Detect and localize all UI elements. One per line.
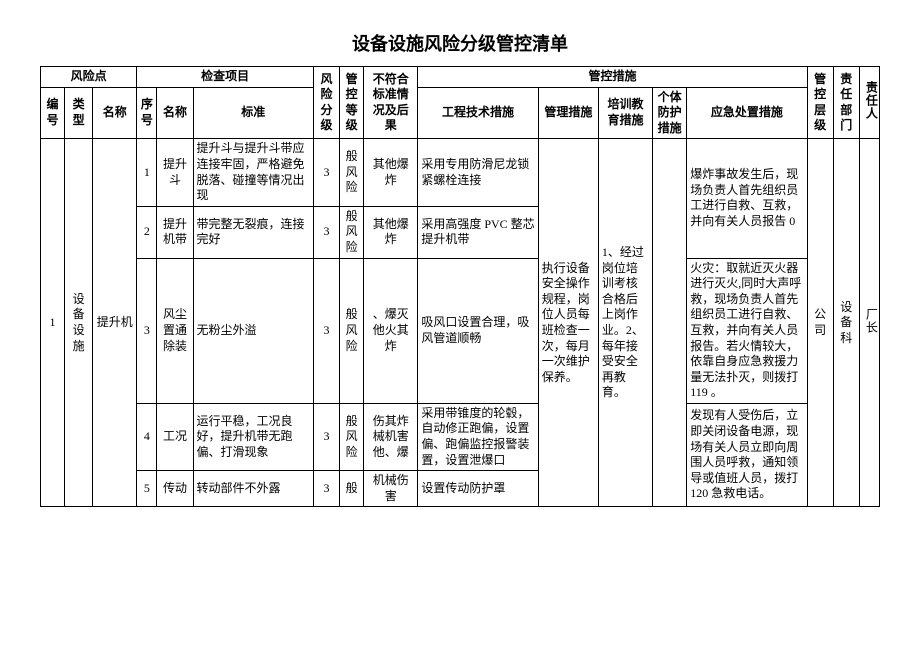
cell-emergency: 火灾：取就近灭火器进行灭火,同时大声呼救，现场负责人首先组织员工进行自救、互救，… <box>687 258 807 403</box>
cell-standard: 无粉尘外溢 <box>193 258 313 403</box>
cell-standard: 带完整无裂痕，连接完好 <box>193 206 313 258</box>
cell-nonconform: 伤其炸械机害他、爆 <box>364 403 418 470</box>
cell-control-layer: 公司 <box>807 139 833 507</box>
hdr-seq: 序号 <box>137 87 157 139</box>
cell-resp-dept: 设备科 <box>833 139 859 507</box>
cell-control-level: 般风险 <box>340 258 364 403</box>
cell-eng: 采用高强度 PVC 整芯提升机带 <box>418 206 538 258</box>
hdr-eng: 工程技术措施 <box>418 87 538 139</box>
cell-eng: 设置传动防护罩 <box>418 471 538 507</box>
cell-item-name: 风尘置通除装 <box>157 258 193 403</box>
hdr-ppe: 个体防护措施 <box>653 87 687 139</box>
cell-control-level: 般 <box>340 471 364 507</box>
hdr-standard: 标准 <box>193 87 313 139</box>
cell-control-level: 般风险 <box>340 403 364 470</box>
hdr-risk-point: 风险点 <box>41 67 137 88</box>
page-title: 设备设施风险分级管控清单 <box>40 30 880 56</box>
hdr-training: 培训教育措施 <box>598 87 652 139</box>
cell-emergency: 爆炸事故发生后，现场负责人首先组织员工进行自救、互救，并向有关人员报告 0 <box>687 139 807 258</box>
cell-nonconform: 机械伤害 <box>364 471 418 507</box>
cell-eng: 采用专用防滑尼龙锁紧螺栓连接 <box>418 139 538 206</box>
cell-risk-level: 3 <box>313 139 339 206</box>
cell-risk-level: 3 <box>313 471 339 507</box>
cell-type: 设备设施 <box>65 139 93 507</box>
cell-ppe <box>653 139 687 507</box>
hdr-type: 类型 <box>65 87 93 139</box>
table-row: 4 工况 运行平稳，工况良好，提升机带无跑偏、打滑现象 3 般风险 伤其炸械机害… <box>41 403 880 470</box>
hdr-nonconform: 不符合标准情况及后果 <box>364 67 418 139</box>
hdr-control-measures: 管控措施 <box>418 67 807 88</box>
hdr-emergency: 应急处置措施 <box>687 87 807 139</box>
hdr-item-name: 名称 <box>157 87 193 139</box>
cell-seq: 1 <box>137 139 157 206</box>
cell-risk-level: 3 <box>313 206 339 258</box>
hdr-no: 编号 <box>41 87 65 139</box>
table-body: 1 设备设施 提升机 1 提升斗 提升斗与提升斗带应连接牢固，严格避免脱落、碰撞… <box>41 139 880 507</box>
cell-item-name: 传动 <box>157 471 193 507</box>
cell-eng: 采用带锥度的轮毂，自动修正跑偏，设置偏、跑偏监控报警装置，设置泄爆口 <box>418 403 538 470</box>
cell-standard: 提升斗与提升斗带应连接牢固，严格避免脱落、碰撞等情况出现 <box>193 139 313 206</box>
cell-risk-level: 3 <box>313 403 339 470</box>
cell-name: 提升机 <box>93 139 137 507</box>
cell-training: 1、经过岗位培训考核合格后上岗作业。2、每年接受安全再教育。 <box>598 139 652 507</box>
cell-seq: 3 <box>137 258 157 403</box>
cell-control-level: 般风险 <box>340 206 364 258</box>
hdr-name: 名称 <box>93 87 137 139</box>
table-head: 风险点 检查项目 风险分级 管控等级 不符合标准情况及后果 管控措施 管控层级 … <box>41 67 880 139</box>
cell-standard: 转动部件不外露 <box>193 471 313 507</box>
hdr-mgmt: 管理措施 <box>538 87 598 139</box>
cell-mgmt: 执行设备安全操作规程，岗位人员每班检查一次，每月一次维护保养。 <box>538 139 598 507</box>
hdr-check-item: 检查项目 <box>137 67 314 88</box>
risk-table: 风险点 检查项目 风险分级 管控等级 不符合标准情况及后果 管控措施 管控层级 … <box>40 66 880 507</box>
table-row: 3 风尘置通除装 无粉尘外溢 3 般风险 、爆灭他火其炸 吸风口设置合理，吸风管… <box>41 258 880 403</box>
hdr-control-level: 管控等级 <box>340 67 364 139</box>
hdr-risk-level: 风险分级 <box>313 67 339 139</box>
cell-eng: 吸风口设置合理，吸风管道顺畅 <box>418 258 538 403</box>
cell-nonconform: 其他爆炸 <box>364 206 418 258</box>
cell-seq: 4 <box>137 403 157 470</box>
hdr-resp-dept: 责任部门 <box>833 67 859 139</box>
cell-item-name: 提升机带 <box>157 206 193 258</box>
cell-standard: 运行平稳，工况良好，提升机带无跑偏、打滑现象 <box>193 403 313 470</box>
cell-no: 1 <box>41 139 65 507</box>
cell-seq: 5 <box>137 471 157 507</box>
cell-risk-level: 3 <box>313 258 339 403</box>
cell-seq: 2 <box>137 206 157 258</box>
table-row: 1 设备设施 提升机 1 提升斗 提升斗与提升斗带应连接牢固，严格避免脱落、碰撞… <box>41 139 880 206</box>
cell-nonconform: 、爆灭他火其炸 <box>364 258 418 403</box>
hdr-control-layer: 管控层级 <box>807 67 833 139</box>
cell-resp-person: 厂长 <box>859 139 879 507</box>
cell-control-level: 般风险 <box>340 139 364 206</box>
cell-item-name: 工况 <box>157 403 193 470</box>
cell-item-name: 提升斗 <box>157 139 193 206</box>
cell-nonconform: 其他爆炸 <box>364 139 418 206</box>
hdr-resp-person: 责任人 <box>859 67 879 139</box>
cell-emergency: 发现有人受伤后，立即关闭设备电源，现场有关人员立即向周围人员呼救，通知领导或值班… <box>687 403 807 507</box>
